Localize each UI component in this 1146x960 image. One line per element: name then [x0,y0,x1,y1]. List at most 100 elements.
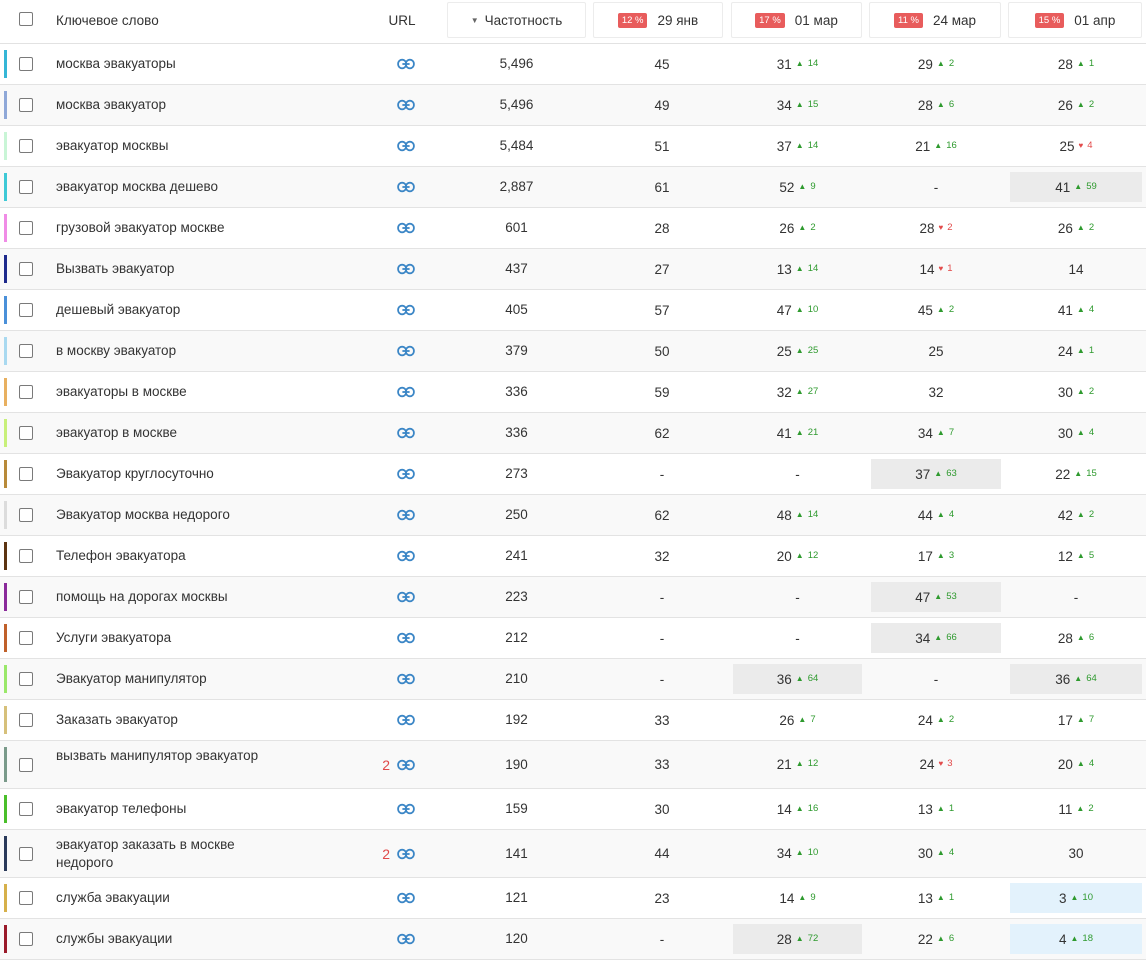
keyword-text[interactable]: Эвакуатор москва недорого [56,507,230,522]
keyword-text[interactable]: Телефон эвакуатора [56,548,186,563]
table-row[interactable]: грузовой эвакуатор москве 601 28 26 ▲ 2 28 ♥ 2 26… [0,208,1146,249]
keyword-text[interactable]: эвакуатор москва дешево [56,179,219,194]
frequency-column-header[interactable]: ▼ Частотность [447,2,586,38]
keyword-text[interactable]: эвакуатор в москве [56,425,177,440]
position-cell[interactable]: 44 ▲ 4 [871,500,1001,530]
position-cell[interactable]: 26 ▲ 2 [1010,90,1142,120]
position-cell[interactable]: 32 [871,377,1001,407]
position-cell[interactable]: 30 ▲ 4 [1010,418,1142,448]
row-checkbox[interactable] [19,344,33,358]
position-cell[interactable]: 30 ▲ 4 [871,839,1001,869]
position-cell[interactable]: 36 ▲ 64 [733,664,862,694]
date-column-header-1[interactable]: 17 % 01 мар [731,2,862,38]
position-cell[interactable]: 59 [598,377,726,407]
position-cell[interactable]: 28 ▲ 6 [871,90,1001,120]
position-cell[interactable]: 23 [598,883,726,913]
position-cell[interactable]: 45 ▲ 2 [871,295,1001,325]
position-cell[interactable]: 62 [598,418,726,448]
link-icon[interactable] [397,263,415,275]
row-checkbox[interactable] [19,467,33,481]
position-cell[interactable]: 3 ▲ 10 [1010,883,1142,913]
position-cell[interactable]: 42 ▲ 2 [1010,500,1142,530]
url-column-header[interactable]: URL [366,2,438,38]
row-checkbox[interactable] [19,891,33,905]
position-cell[interactable]: 32 [598,541,726,571]
link-icon[interactable] [397,427,415,439]
keyword-text[interactable]: Вызвать эвакуатор [56,261,175,276]
row-checkbox[interactable] [19,932,33,946]
keyword-text[interactable]: москва эвакуатор [56,97,167,112]
position-cell[interactable]: 26 ▲ 7 [733,705,862,735]
keyword-text[interactable]: эвакуаторы в москве [56,384,187,399]
position-cell[interactable]: 34 ▲ 66 [871,623,1001,653]
position-cell[interactable]: 33 [598,750,726,780]
link-icon[interactable] [397,345,415,357]
link-icon[interactable] [397,759,415,771]
table-row[interactable]: эвакуатор москвы 5,484 51 37 ▲ 14 21 ▲ 16 25 ♥ 4 [0,126,1146,167]
position-cell[interactable]: 28 ▲ 72 [733,924,862,954]
table-row[interactable]: эвакуатор москва дешево 2,887 61 52 ▲ 9-41 ▲ 59 [0,167,1146,208]
position-cell[interactable]: 12 ▲ 5 [1010,541,1142,571]
position-cell[interactable]: 37 ▲ 14 [733,131,862,161]
position-cell[interactable]: 21 ▲ 16 [871,131,1001,161]
position-cell[interactable]: 24 ▲ 1 [1010,336,1142,366]
link-icon[interactable] [397,550,415,562]
position-cell[interactable]: 13 ▲ 14 [733,254,862,284]
position-cell[interactable]: 17 ▲ 3 [871,541,1001,571]
table-row[interactable]: в москву эвакуатор 379 50 25 ▲ 25 25 24 ▲ 1 [0,331,1146,372]
table-row[interactable]: Эвакуатор москва недорого 250 62 48 ▲ 14 44 ▲ 4 4… [0,495,1146,536]
table-row[interactable]: москва эвакуаторы 5,496 45 31 ▲ 14 29 ▲ 2 28 ▲ 1 [0,44,1146,85]
position-cell[interactable]: 37 ▲ 63 [871,459,1001,489]
keyword-column-header[interactable]: Ключевое слово [48,2,368,38]
position-cell[interactable]: - [733,582,862,612]
position-cell[interactable]: 11 ▲ 2 [1010,794,1142,824]
position-cell[interactable]: 14 ▲ 9 [733,883,862,913]
row-checkbox[interactable] [19,757,33,772]
position-cell[interactable]: 47 ▲ 10 [733,295,862,325]
position-cell[interactable]: 33 [598,705,726,735]
position-cell[interactable]: 36 ▲ 64 [1010,664,1142,694]
position-cell[interactable]: 47 ▲ 53 [871,582,1001,612]
table-row[interactable]: Заказать эвакуатор 192 33 26 ▲ 7 24 ▲ 2 17 ▲ 7 [0,700,1146,741]
position-cell[interactable]: 31 ▲ 14 [733,49,862,79]
table-row[interactable]: службы эвакуации 120-28 ▲ 72 22 ▲ 6 4 ▲ 18 [0,919,1146,960]
position-cell[interactable]: 49 [598,90,726,120]
row-checkbox[interactable] [19,713,33,727]
table-row[interactable]: эвакуатор заказать в москве недорого 2 141… [0,830,1146,878]
link-icon[interactable] [397,632,415,644]
position-cell[interactable]: 62 [598,500,726,530]
link-icon[interactable] [397,222,415,234]
position-cell[interactable]: 52 ▲ 9 [733,172,862,202]
position-cell[interactable]: 50 [598,336,726,366]
position-cell[interactable]: 13 ▲ 1 [871,794,1001,824]
link-icon[interactable] [397,591,415,603]
position-cell[interactable]: - [871,172,1001,202]
link-icon[interactable] [397,714,415,726]
link-icon[interactable] [397,58,415,70]
link-icon[interactable] [397,673,415,685]
table-row[interactable]: эвакуатор в москве 336 62 41 ▲ 21 34 ▲ 7 30 ▲ 4 [0,413,1146,454]
position-cell[interactable]: 24 ▲ 2 [871,705,1001,735]
position-cell[interactable]: 41 ▲ 59 [1010,172,1142,202]
position-cell[interactable]: - [598,924,726,954]
position-cell[interactable]: 44 [598,839,726,869]
position-cell[interactable]: 48 ▲ 14 [733,500,862,530]
link-icon[interactable] [397,803,415,815]
link-icon[interactable] [397,468,415,480]
row-checkbox[interactable] [19,139,33,153]
row-checkbox[interactable] [19,846,33,861]
table-row[interactable]: помощь на дорогах москвы 223 - - 47 ▲ 53 - [0,577,1146,618]
position-cell[interactable]: 32 ▲ 27 [733,377,862,407]
url-count[interactable]: 2 [382,756,390,773]
row-checkbox[interactable] [19,221,33,235]
position-cell[interactable]: - [733,459,862,489]
position-cell[interactable]: 27 [598,254,726,284]
table-row[interactable]: дешевый эвакуатор 405 57 47 ▲ 10 45 ▲ 2 41 ▲ 4 [0,290,1146,331]
link-icon[interactable] [397,509,415,521]
position-cell[interactable]: - [598,664,726,694]
position-cell[interactable]: 28 ▲ 6 [1010,623,1142,653]
position-cell[interactable]: - [598,582,726,612]
position-cell[interactable]: 41 ▲ 21 [733,418,862,448]
position-cell[interactable]: 51 [598,131,726,161]
position-cell[interactable]: 22 ▲ 6 [871,924,1001,954]
